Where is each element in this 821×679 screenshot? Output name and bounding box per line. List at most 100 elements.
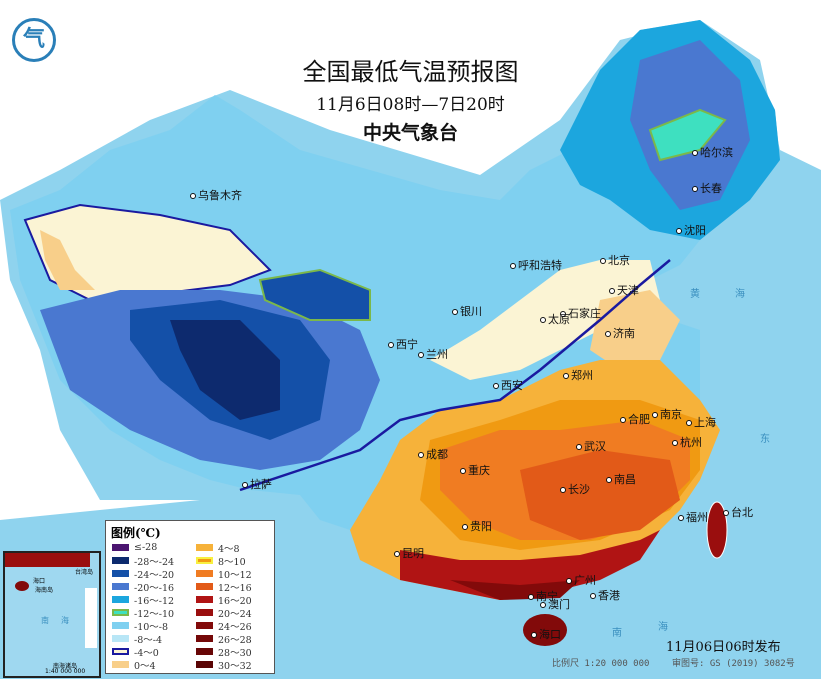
legend-label: -16～-12	[134, 595, 175, 607]
legend-label: 4～8	[218, 543, 240, 555]
city-label: 太原	[540, 311, 570, 327]
legend-label: 12～16	[218, 582, 252, 594]
review-number: 审图号: GS (2019) 3082号	[672, 659, 795, 669]
legend-label: 24～26	[218, 621, 252, 633]
inset-label: 南	[41, 616, 49, 625]
sea-label: 南	[612, 628, 622, 639]
sea-label: 海	[735, 289, 745, 300]
legend-label: -28～-24	[134, 556, 175, 568]
legend-label: -10～-8	[134, 621, 169, 633]
legend-item: -10～-8	[112, 619, 174, 633]
legend-swatch	[112, 609, 129, 616]
city-label: 郑州	[563, 367, 593, 383]
legend-swatch	[196, 661, 213, 668]
legend-swatch	[196, 609, 213, 616]
legend-item: 8～10	[196, 554, 252, 568]
legend-item: 4～8	[196, 541, 252, 555]
inset-label: 南海诸岛	[53, 663, 78, 670]
inset-label: 海口	[33, 578, 46, 585]
legend-title: 图例(℃)	[111, 526, 161, 540]
city-label: 长春	[692, 180, 722, 196]
map-scale: 比例尺 1:20 000 000	[552, 659, 650, 669]
sea-label: 东	[760, 434, 770, 445]
legend-item: 16～20	[196, 593, 252, 607]
cma-logo: 气	[12, 18, 56, 62]
city-label: 武汉	[576, 438, 606, 454]
city-label: 昆明	[394, 545, 424, 561]
legend-label: 16～20	[218, 595, 252, 607]
legend-swatch	[196, 648, 213, 655]
city-label: 海口	[531, 626, 561, 642]
city-label: 西安	[493, 377, 523, 393]
city-label: 香港	[590, 587, 620, 603]
sea-label: 黄	[690, 289, 700, 300]
legend-label: -4～0	[134, 647, 159, 659]
city-label: 南京	[652, 406, 682, 422]
inset-label: 海南岛	[35, 587, 54, 594]
legend-item: 12～16	[196, 580, 252, 594]
legend-label: -8～-4	[134, 634, 163, 646]
forecast-period: 11月6日08时—7日20时	[316, 95, 505, 115]
city-label: 重庆	[460, 462, 490, 478]
legend-label: -12～-10	[134, 608, 175, 620]
city-label: 台北	[723, 504, 753, 520]
city-label: 北京	[600, 252, 630, 268]
legend-item: ≤-28	[112, 541, 174, 554]
legend-swatch	[112, 557, 129, 564]
legend-item: -8～-4	[112, 632, 174, 646]
legend-swatch	[196, 622, 213, 629]
legend-item: 0～4	[112, 658, 174, 672]
city-label: 拉萨	[242, 476, 272, 492]
legend-item: -4～0	[112, 645, 174, 659]
south-china-sea-inset: 海口 海南岛 台湾岛 南 海 南海诸岛 1:40 000 000	[3, 551, 101, 678]
city-label: 乌鲁木齐	[190, 187, 242, 203]
legend-item: -24～-20	[112, 567, 174, 581]
legend-item: -28～-24	[112, 554, 175, 568]
legend-item: -16～-12	[112, 593, 175, 607]
city-label: 杭州	[672, 434, 702, 450]
city-label: 澳门	[540, 596, 570, 612]
legend-swatch	[196, 596, 213, 603]
city-label: 石家庄	[560, 305, 601, 321]
city-label: 银川	[452, 303, 482, 319]
inset-label: 台湾岛	[75, 569, 94, 576]
map-title: 全国最低气温预报图	[302, 58, 519, 86]
city-label: 上海	[686, 414, 716, 430]
city-label: 长沙	[560, 481, 590, 497]
city-label: 西宁	[388, 336, 418, 352]
legend-swatch	[196, 583, 213, 590]
city-label: 兰州	[418, 346, 448, 362]
legend-item: 28～30	[196, 645, 252, 659]
issuer: 中央气象台	[362, 122, 458, 144]
city-label: 成都	[418, 446, 448, 462]
legend-item: 26～28	[196, 632, 252, 646]
sea-label: 海	[658, 622, 668, 633]
inset-label: 海	[61, 616, 69, 625]
legend-item: 10～12	[196, 567, 252, 581]
legend-swatch	[196, 544, 213, 551]
city-label: 贵阳	[462, 518, 492, 534]
legend-label: ≤-28	[134, 542, 158, 553]
legend-label: 8～10	[218, 556, 246, 568]
legend-swatch	[196, 557, 213, 564]
legend-swatch	[112, 596, 129, 603]
publish-time: 11月06日06时发布	[666, 640, 781, 655]
legend-swatch	[112, 622, 129, 629]
legend-swatch	[112, 544, 129, 551]
legend-label: 28～30	[218, 647, 252, 659]
city-label: 南昌	[606, 471, 636, 487]
legend-item: -20～-16	[112, 580, 174, 594]
legend-item: 24～26	[196, 619, 252, 633]
city-label: 合肥	[620, 411, 650, 427]
legend-label: 26～28	[218, 634, 252, 646]
city-label: 呼和浩特	[510, 257, 562, 273]
legend-swatch	[112, 648, 129, 655]
city-label: 济南	[605, 325, 635, 341]
legend-swatch	[112, 661, 129, 668]
legend-label: 20～24	[218, 608, 252, 620]
legend-swatch	[112, 570, 129, 577]
legend-item: 30～32	[196, 658, 252, 672]
legend-label: 0～4	[134, 660, 156, 672]
inset-scale: 1:40 000 000	[45, 668, 86, 675]
